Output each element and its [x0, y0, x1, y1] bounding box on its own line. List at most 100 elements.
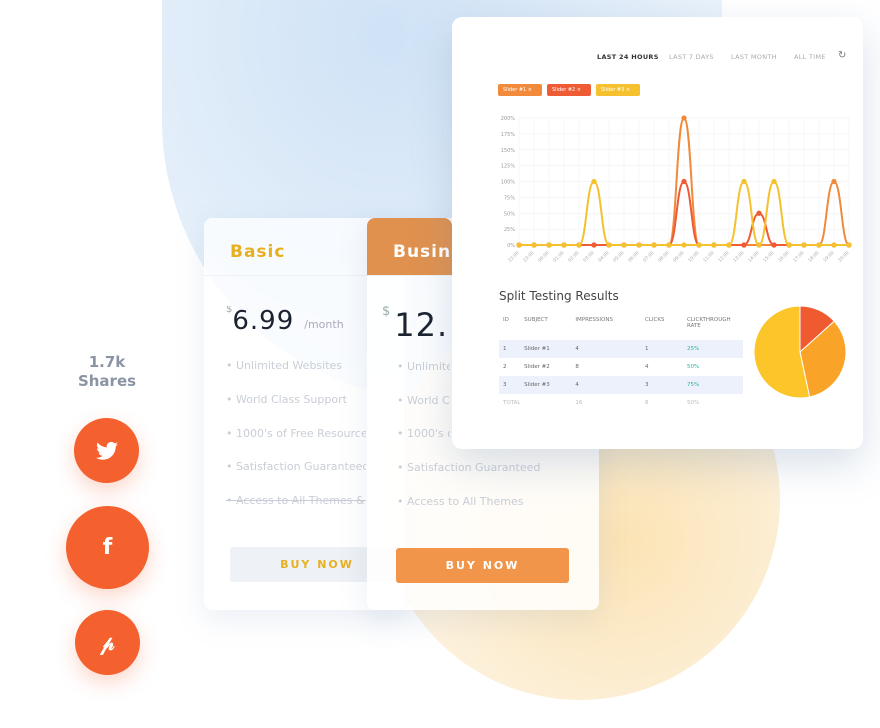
table-total-row: TOTAL 16 8 50%	[499, 394, 743, 412]
x-tick-label: 03:00	[582, 250, 596, 264]
plan-title: Business	[367, 218, 452, 276]
feature: • Unlimited Websites	[397, 360, 450, 373]
y-tick-label: 0%	[507, 243, 515, 249]
share-count-number: 1.7k	[88, 353, 126, 371]
data-point	[606, 242, 612, 248]
data-point	[681, 242, 687, 248]
feature: • Satisfaction Guaranteed	[397, 461, 541, 474]
cell: 50%	[687, 400, 700, 406]
x-tick-label: 22:00	[507, 250, 521, 264]
cell: 4	[571, 376, 641, 394]
y-tick-label: 125%	[501, 164, 516, 170]
cell: 4	[645, 364, 649, 370]
data-point	[576, 242, 582, 248]
share-count-label: Shares	[77, 372, 137, 390]
facebook-icon: f	[102, 535, 113, 560]
currency: $	[226, 306, 233, 315]
x-tick-label: 19:00	[822, 250, 836, 264]
y-tick-label: 50%	[504, 211, 515, 217]
pie-slice	[799, 320, 847, 398]
cell: Slider #2	[524, 364, 550, 370]
x-tick-label: 17:00	[792, 250, 806, 264]
x-tick-label: 08:00	[657, 250, 671, 264]
data-point	[621, 242, 627, 248]
cell: 50%	[687, 364, 700, 370]
x-tick-label: 20:00	[837, 250, 851, 264]
data-point	[636, 242, 642, 248]
y-tick-label: 150%	[501, 148, 516, 154]
facebook-button[interactable]: f	[66, 506, 149, 589]
data-point	[831, 178, 837, 185]
data-point	[771, 242, 777, 248]
range-tab-all[interactable]: ALL TIME	[794, 53, 826, 61]
cell: 8	[645, 400, 649, 406]
cell: Slider #1	[520, 340, 572, 358]
data-point	[681, 178, 687, 185]
y-tick-label: 175%	[501, 132, 516, 138]
data-point	[561, 242, 567, 248]
cell: 8	[575, 364, 579, 370]
feature: • 1000's of Free Resources	[226, 427, 366, 440]
range-tab-month[interactable]: LAST MONTH	[731, 53, 777, 61]
y-tick-label: 100%	[501, 180, 516, 186]
x-tick-label: 06:00	[627, 250, 641, 264]
results-title: Split Testing Results	[499, 289, 619, 303]
pinterest-button[interactable]: 𝓅	[75, 610, 140, 675]
feature-unavailable: • Access to All Themes & Plugins	[226, 494, 366, 507]
x-tick-label: 15:00	[762, 250, 776, 264]
series-chip[interactable]: Slider #1 ×	[498, 84, 542, 96]
data-point	[756, 242, 762, 248]
cell: 3	[641, 376, 683, 394]
data-point	[771, 178, 777, 185]
x-tick-label: 23:00	[522, 250, 536, 264]
cell: 1	[499, 340, 521, 358]
data-point	[666, 242, 672, 248]
series-chip[interactable]: Slider #2 ×	[547, 84, 591, 96]
pie-slice	[753, 305, 811, 399]
x-tick-label: 05:00	[612, 250, 626, 264]
share-count: 1.7k Shares	[70, 353, 144, 391]
price-amount: 6.99	[232, 306, 295, 336]
data-point	[546, 242, 552, 248]
x-tick-label: 02:00	[567, 250, 581, 264]
y-tick-label: 200%	[501, 116, 516, 122]
feature: • Satisfaction Guaranteed	[226, 460, 366, 473]
line-chart: 0% 25% 50% 75% 100% 125% 150% 175% 200% 22:00 23:0…	[501, 115, 852, 264]
series-chip[interactable]: Slider #3 ×	[596, 84, 640, 96]
col-header: IMPRESSIONS	[575, 317, 613, 323]
data-point	[741, 242, 747, 248]
cell: 3	[499, 376, 521, 394]
table-row: 2 Slider #2 8 4 50%	[499, 358, 743, 376]
range-tab-24h[interactable]: LAST 24 HOURS	[597, 53, 659, 61]
cell: 25%	[683, 340, 743, 358]
buy-now-button[interactable]: BUY NOW	[396, 548, 569, 583]
x-tick-label: 12:00	[717, 250, 731, 264]
data-point	[681, 115, 687, 121]
x-tick-label: 07:00	[642, 250, 656, 264]
pie-chart	[753, 305, 847, 399]
x-tick-label: 10:00	[687, 250, 701, 264]
data-point	[846, 242, 852, 248]
col-header: CLICKTHROUGH RATE	[687, 317, 731, 329]
twitter-button[interactable]	[74, 418, 139, 483]
data-point	[741, 178, 747, 185]
refresh-icon[interactable]: ↻	[838, 50, 847, 61]
cell: 16	[575, 400, 583, 406]
feature: • 1000's of Free Resources	[397, 427, 450, 440]
data-point	[726, 242, 732, 248]
cell: 2	[503, 364, 507, 370]
cell: 4	[571, 340, 641, 358]
analytics-panel: LAST 24 HOURS LAST 7 DAYS LAST MONTH ALL…	[452, 17, 863, 449]
pinterest-icon: 𝓅	[100, 630, 115, 655]
x-tick-label: 11:00	[702, 250, 716, 264]
data-point	[531, 242, 537, 248]
x-tick-label: 14:00	[747, 250, 761, 264]
range-tab-7d[interactable]: LAST 7 DAYS	[669, 53, 714, 61]
cell: 1	[641, 340, 683, 358]
col-header: SUBJECT	[524, 317, 548, 323]
col-header: CLICKS	[645, 317, 665, 323]
x-tick-label: 09:00	[672, 250, 686, 264]
feature: • Access to All Themes	[397, 495, 524, 508]
cell: Slider #3	[520, 376, 572, 394]
price-amount: 12.99	[394, 306, 450, 344]
